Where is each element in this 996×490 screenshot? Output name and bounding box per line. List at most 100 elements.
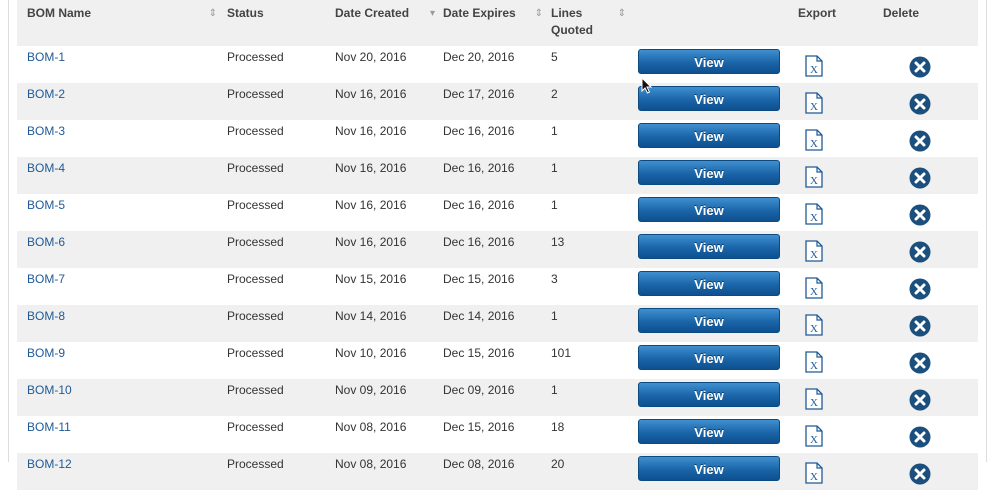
lines-quoted-cell: 1 [551, 194, 638, 231]
sort-icon[interactable]: ⇕ [208, 8, 217, 19]
view-button[interactable]: View [638, 197, 780, 222]
delete-icon[interactable] [909, 56, 931, 78]
bom-name-link[interactable]: BOM-12 [27, 457, 72, 471]
sort-icon[interactable]: ⇕ [617, 8, 626, 19]
delete-icon[interactable] [909, 389, 931, 411]
sort-icon[interactable]: ⇕ [534, 8, 543, 19]
date-expires-text: Dec 17, 2016 [443, 87, 515, 101]
lines-quoted-text: 5 [551, 50, 558, 64]
table-row: BOM-10 Processed Nov 09, 2016 Dec 09, 20… [17, 379, 978, 416]
bom-name-link[interactable]: BOM-1 [27, 50, 66, 64]
export-cell: X [798, 416, 883, 453]
status-text: Processed [227, 198, 284, 212]
date-created-cell: Nov 09, 2016 [335, 379, 443, 416]
status-text: Processed [227, 50, 284, 64]
view-button[interactable]: View [638, 345, 780, 370]
delete-icon[interactable] [909, 315, 931, 337]
lines-quoted-text: 1 [551, 198, 558, 212]
date-created-text: Nov 15, 2016 [335, 272, 407, 286]
bom-name-cell: BOM-9 [17, 342, 227, 379]
header-lines-quoted[interactable]: ⇕ Lines Quoted [551, 0, 638, 46]
delete-icon[interactable] [909, 426, 931, 448]
view-cell: View [638, 305, 798, 342]
bom-name-link[interactable]: BOM-11 [27, 420, 71, 434]
excel-export-icon[interactable]: X [805, 166, 823, 188]
delete-cell [883, 46, 978, 83]
bom-name-link[interactable]: BOM-6 [27, 235, 66, 249]
sort-descending-icon[interactable]: ▾ [429, 8, 435, 19]
date-created-cell: Nov 16, 2016 [335, 83, 443, 120]
view-button[interactable]: View [638, 123, 780, 148]
delete-cell [883, 268, 978, 305]
bom-name-link[interactable]: BOM-2 [27, 87, 66, 101]
lines-quoted-text: 101 [551, 346, 572, 360]
lines-quoted-cell: 18 [551, 416, 638, 453]
delete-icon[interactable] [909, 167, 931, 189]
status-cell: Processed [227, 194, 335, 231]
bom-name-cell: BOM-8 [17, 305, 227, 342]
table-row: BOM-8 Processed Nov 14, 2016 Dec 14, 201… [17, 305, 978, 342]
excel-export-icon[interactable]: X [805, 388, 823, 410]
excel-export-icon[interactable]: X [805, 240, 823, 262]
export-cell: X [798, 157, 883, 194]
excel-export-icon[interactable]: X [805, 203, 823, 225]
date-created-text: Nov 14, 2016 [335, 309, 407, 323]
bom-name-link[interactable]: BOM-7 [27, 272, 66, 286]
date-expires-text: Dec 20, 2016 [443, 50, 515, 64]
header-bom-name[interactable]: BOM Name ⇕ [17, 0, 227, 46]
view-cell: View [638, 379, 798, 416]
excel-export-icon[interactable]: X [805, 351, 823, 373]
view-button[interactable]: View [638, 160, 780, 185]
header-date-expires[interactable]: Date Expires ⇕ [443, 0, 551, 46]
view-button[interactable]: View [638, 234, 780, 259]
excel-export-icon[interactable]: X [805, 92, 823, 114]
status-cell: Processed [227, 157, 335, 194]
delete-cell [883, 379, 978, 416]
delete-icon[interactable] [909, 93, 931, 115]
view-button[interactable]: View [638, 456, 780, 481]
excel-export-icon[interactable]: X [805, 425, 823, 447]
delete-icon[interactable] [909, 352, 931, 374]
header-export: Export [798, 0, 883, 46]
view-cell: View [638, 342, 798, 379]
view-button[interactable]: View [638, 86, 780, 111]
delete-icon[interactable] [909, 241, 931, 263]
delete-cell [883, 305, 978, 342]
excel-export-icon[interactable]: X [805, 314, 823, 336]
status-text: Processed [227, 235, 284, 249]
bom-name-link[interactable]: BOM-4 [27, 161, 66, 175]
bom-name-link[interactable]: BOM-9 [27, 346, 66, 360]
bom-table: BOM Name ⇕ Status Date Created ▾ Date Expi… [17, 0, 978, 490]
view-button[interactable]: View [638, 308, 780, 333]
delete-icon[interactable] [909, 204, 931, 226]
delete-icon[interactable] [909, 130, 931, 152]
excel-export-icon[interactable]: X [805, 462, 823, 484]
lines-quoted-cell: 5 [551, 46, 638, 83]
delete-cell [883, 157, 978, 194]
table-row: BOM-11 Processed Nov 08, 2016 Dec 15, 20… [17, 416, 978, 453]
view-button[interactable]: View [638, 382, 780, 407]
view-button[interactable]: View [638, 49, 780, 74]
lines-quoted-cell: 1 [551, 379, 638, 416]
table-row: BOM-7 Processed Nov 15, 2016 Dec 15, 201… [17, 268, 978, 305]
date-created-cell: Nov 16, 2016 [335, 194, 443, 231]
excel-export-icon[interactable]: X [805, 55, 823, 77]
view-cell: View [638, 83, 798, 120]
bom-name-link[interactable]: BOM-10 [27, 383, 72, 397]
excel-export-icon[interactable]: X [805, 129, 823, 151]
bom-name-link[interactable]: BOM-5 [27, 198, 66, 212]
status-text: Processed [227, 346, 284, 360]
header-date-created[interactable]: Date Created ▾ [335, 0, 443, 46]
excel-export-icon[interactable]: X [805, 277, 823, 299]
delete-icon[interactable] [909, 278, 931, 300]
delete-icon[interactable] [909, 463, 931, 485]
view-button[interactable]: View [638, 271, 780, 296]
status-cell: Processed [227, 453, 335, 490]
bom-name-link[interactable]: BOM-8 [27, 309, 66, 323]
bom-name-link[interactable]: BOM-3 [27, 124, 66, 138]
date-expires-text: Dec 16, 2016 [443, 235, 515, 249]
view-cell: View [638, 231, 798, 268]
bom-name-cell: BOM-12 [17, 453, 227, 490]
view-button[interactable]: View [638, 419, 780, 444]
date-created-cell: Nov 14, 2016 [335, 305, 443, 342]
